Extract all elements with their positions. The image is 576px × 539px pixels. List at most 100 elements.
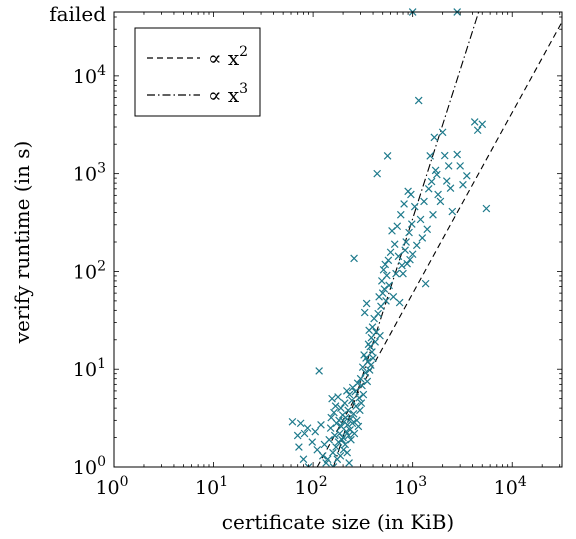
data-point [438,128,447,137]
data-point [348,419,357,428]
data-point [383,152,392,160]
data-point [393,222,402,231]
data-point [396,210,405,219]
data-point [434,190,442,199]
data-point [371,338,379,346]
data-point [311,427,320,436]
data-point [400,200,408,208]
data-point [330,408,338,417]
data-point [407,220,416,228]
data-point [367,361,375,369]
data-point [359,390,368,399]
data-point [357,399,366,407]
plot-frame [113,11,563,468]
data-point [348,396,356,405]
data-point [427,177,436,186]
data-point [343,420,352,429]
data-point [293,431,302,440]
data-point [394,252,403,261]
data-point [444,162,453,170]
plot-marks [288,8,562,467]
data-point [408,250,417,259]
reference-line-quadratic [316,21,562,467]
data-point [328,394,336,403]
data-point [356,406,364,415]
data-point [389,292,398,301]
data-point [353,379,362,387]
x-tick-label: 104 [494,474,527,499]
data-point [363,377,372,386]
data-point [414,96,423,105]
data-point [331,402,340,410]
data-point [416,215,425,224]
y-tick-label: 102 [73,258,106,283]
x-axis-label: certificate size (in KiB) [222,510,454,534]
data-point [341,440,350,449]
plot-axes: 100 101 102 103 104 100 101 102 103 104 [73,11,563,499]
data-point [382,297,390,305]
data-point [376,331,384,340]
data-point [308,438,317,446]
data-point [361,368,370,377]
legend: ∝ x2 ∝ x3 [134,27,261,117]
data-point [295,443,303,451]
data-point [392,269,400,278]
data-point [390,240,399,249]
x-tick-label: 103 [394,474,427,499]
data-point [430,133,439,142]
data-point [325,435,334,444]
data-point [453,150,462,159]
data-point [344,431,353,440]
y-tick-label: 101 [73,356,106,381]
y-tick-label: 100 [73,454,106,479]
data-point [299,455,308,464]
data-point [339,433,347,442]
data-point [317,420,325,429]
data-point [288,417,297,426]
data-point [395,298,404,307]
data-point [403,259,411,268]
data-point [346,415,355,423]
data-point [323,455,332,464]
data-point [350,429,359,438]
data-point [318,452,327,460]
data-point [369,354,377,362]
data-point [386,248,395,257]
data-point [421,279,430,288]
data-point [315,367,323,375]
data-point [436,197,445,206]
x-tick-label: 101 [195,474,228,499]
x-tick-label: 102 [295,474,328,499]
data-point [418,234,427,242]
y-tick-label: 103 [73,161,106,186]
data-point [424,184,433,193]
data-point [354,422,363,431]
data-point [433,170,441,179]
data-point [459,180,467,189]
data-point [326,424,335,432]
data-point [343,448,352,457]
data-point [463,172,471,180]
x-tick-label: 100 [95,474,128,499]
data-point [362,299,371,308]
data-point [368,348,376,356]
data-point [336,452,345,460]
legend-entry-quadratic: ∝ x2 [208,44,248,70]
data-point [358,381,366,390]
data-point [342,427,351,436]
data-point [399,269,407,278]
data-point [350,254,358,263]
data-point [405,228,413,237]
data-point [380,285,389,293]
failed-row-label: failed [49,2,106,26]
data-point [342,387,351,395]
data-point [456,162,464,170]
data-point [353,416,361,425]
data-point [382,271,391,280]
data-point [296,419,305,428]
data-point [355,393,363,402]
data-point [332,443,340,451]
data-point [429,210,437,219]
data-point [448,207,457,216]
